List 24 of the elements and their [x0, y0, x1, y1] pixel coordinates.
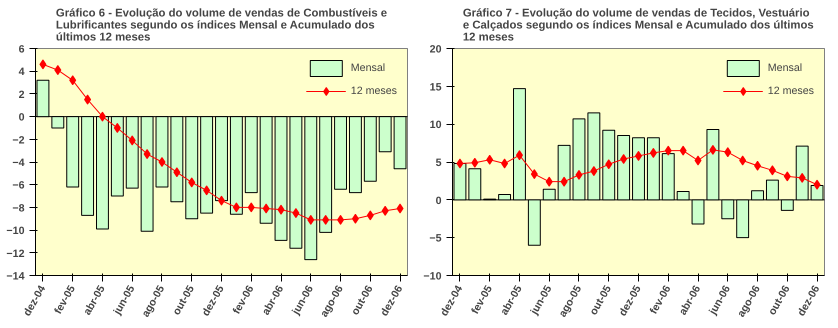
y-tick-label: −2 — [12, 134, 25, 146]
legend-label: Mensal — [350, 62, 386, 74]
y-tick-label: 5 — [436, 157, 442, 169]
y-tick-label: −10 — [6, 225, 25, 238]
legend-label: 12 meses — [768, 85, 814, 97]
y-tick-label: 2 — [18, 88, 25, 101]
y-tick-label: 4 — [18, 66, 25, 78]
chart-title: Gráfico 6 - Evolução do volume de vendas de Combustíveis e Lubrificantes segundo os índices Mensal e Acumulado dos últimos 12 meses — [56, 8, 388, 44]
legend-label: 12 meses — [350, 85, 397, 97]
y-tick-label: 10 — [430, 119, 442, 132]
y-tick-label: 6 — [18, 44, 25, 56]
y-tick-label: −6 — [12, 180, 25, 192]
y-tick-label: 0 — [18, 112, 25, 124]
y-tick-label: −4 — [12, 157, 25, 169]
y-tick-label: −10 — [423, 270, 442, 282]
y-tick-label: −14 — [6, 270, 25, 282]
y-tick-label: −5 — [429, 232, 442, 245]
y-tick-label: 15 — [430, 81, 442, 94]
y-tick-label: 0 — [436, 194, 442, 207]
legend-label: Mensal — [768, 62, 802, 74]
y-tick-label: 20 — [430, 44, 442, 56]
y-tick-label: −8 — [12, 202, 25, 214]
y-tick-label: −12 — [6, 248, 25, 260]
chart-title: Gráfico 7 - Evolução do volume de vendas de Tecidos, Vestuário e Calçados segundo os índices Mensal e Acumulado dos últimos 12 meses — [462, 8, 814, 44]
